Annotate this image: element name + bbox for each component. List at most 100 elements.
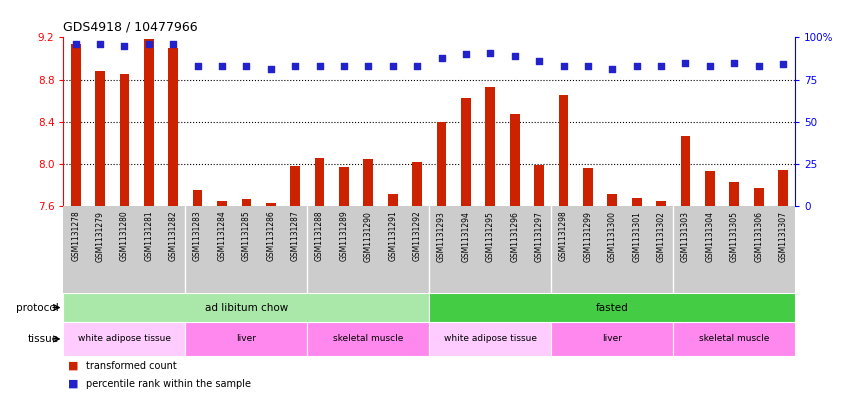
Point: [361, 63, 375, 69]
Bar: [754, 188, 764, 206]
Bar: [510, 114, 519, 206]
Text: GSM1131284: GSM1131284: [217, 211, 227, 261]
Point: [630, 63, 644, 69]
Bar: [632, 198, 641, 206]
Bar: [461, 97, 471, 206]
Point: [191, 63, 205, 69]
Bar: [429, 293, 795, 322]
Point: [386, 63, 399, 69]
Bar: [778, 171, 788, 206]
Text: GSM1131288: GSM1131288: [315, 211, 324, 261]
Point: [338, 63, 351, 69]
Text: GSM1131282: GSM1131282: [168, 211, 178, 261]
Point: [69, 41, 82, 47]
Point: [118, 42, 131, 49]
Text: skeletal muscle: skeletal muscle: [699, 334, 770, 343]
Text: GSM1131298: GSM1131298: [559, 211, 568, 261]
Text: GSM1131303: GSM1131303: [681, 211, 690, 262]
Text: GSM1131289: GSM1131289: [339, 211, 349, 261]
Point: [703, 63, 717, 69]
Bar: [193, 191, 202, 206]
Bar: [607, 194, 618, 206]
Text: GSM1131293: GSM1131293: [437, 211, 446, 261]
Bar: [144, 39, 154, 206]
Point: [215, 63, 228, 69]
Bar: [266, 203, 276, 206]
Text: GSM1131306: GSM1131306: [754, 211, 763, 262]
Bar: [412, 162, 422, 206]
Point: [239, 63, 253, 69]
Point: [728, 59, 741, 66]
Text: GSM1131294: GSM1131294: [461, 211, 470, 261]
Text: GSM1131278: GSM1131278: [71, 211, 80, 261]
Text: GSM1131280: GSM1131280: [120, 211, 129, 261]
Text: GSM1131285: GSM1131285: [242, 211, 251, 261]
Bar: [119, 74, 129, 206]
Point: [606, 66, 619, 73]
Text: liver: liver: [602, 334, 623, 343]
Text: transformed count: transformed count: [86, 361, 177, 371]
Text: skeletal muscle: skeletal muscle: [333, 334, 404, 343]
Bar: [63, 322, 185, 356]
Bar: [705, 171, 715, 206]
Bar: [673, 322, 795, 356]
Text: ad libitum chow: ad libitum chow: [205, 303, 288, 312]
Point: [678, 59, 692, 66]
Bar: [437, 122, 447, 206]
Text: GSM1131291: GSM1131291: [388, 211, 398, 261]
Text: GSM1131305: GSM1131305: [730, 211, 739, 262]
Point: [508, 53, 521, 59]
Bar: [680, 136, 690, 206]
Text: GSM1131290: GSM1131290: [364, 211, 373, 261]
Point: [167, 41, 180, 47]
Text: GSM1131281: GSM1131281: [145, 211, 153, 261]
Bar: [387, 194, 398, 206]
Bar: [290, 166, 300, 206]
Bar: [339, 167, 349, 206]
Point: [557, 63, 570, 69]
Point: [435, 55, 448, 61]
Text: protocol: protocol: [16, 303, 59, 312]
Bar: [315, 158, 325, 206]
Text: GSM1131299: GSM1131299: [584, 211, 592, 261]
Bar: [552, 322, 673, 356]
Point: [654, 63, 667, 69]
Point: [142, 41, 156, 47]
Text: ■: ■: [68, 361, 78, 371]
Point: [532, 58, 546, 64]
Text: GSM1131307: GSM1131307: [778, 211, 788, 262]
Point: [581, 63, 595, 69]
Text: GSM1131279: GSM1131279: [96, 211, 105, 261]
Text: GSM1131302: GSM1131302: [656, 211, 666, 261]
Text: white adipose tissue: white adipose tissue: [444, 334, 537, 343]
Text: GSM1131295: GSM1131295: [486, 211, 495, 261]
Point: [410, 63, 424, 69]
Bar: [429, 322, 552, 356]
Point: [264, 66, 277, 73]
Point: [288, 63, 302, 69]
Bar: [583, 168, 593, 206]
Bar: [241, 199, 251, 206]
Point: [777, 61, 790, 68]
Text: GSM1131304: GSM1131304: [706, 211, 714, 262]
Bar: [558, 95, 569, 206]
Text: GSM1131296: GSM1131296: [510, 211, 519, 261]
Bar: [729, 182, 739, 206]
Bar: [534, 165, 544, 206]
Bar: [168, 48, 179, 206]
Bar: [185, 322, 307, 356]
Text: GSM1131297: GSM1131297: [535, 211, 544, 261]
Bar: [486, 87, 495, 206]
Point: [459, 51, 473, 57]
Text: tissue: tissue: [28, 334, 59, 344]
Text: ■: ■: [68, 379, 78, 389]
Bar: [656, 201, 666, 206]
Bar: [95, 71, 105, 206]
Text: percentile rank within the sample: percentile rank within the sample: [86, 379, 251, 389]
Point: [93, 41, 107, 47]
Bar: [71, 44, 80, 206]
Point: [752, 63, 766, 69]
Text: GSM1131286: GSM1131286: [266, 211, 275, 261]
Bar: [217, 201, 227, 206]
Text: GDS4918 / 10477966: GDS4918 / 10477966: [63, 20, 198, 33]
